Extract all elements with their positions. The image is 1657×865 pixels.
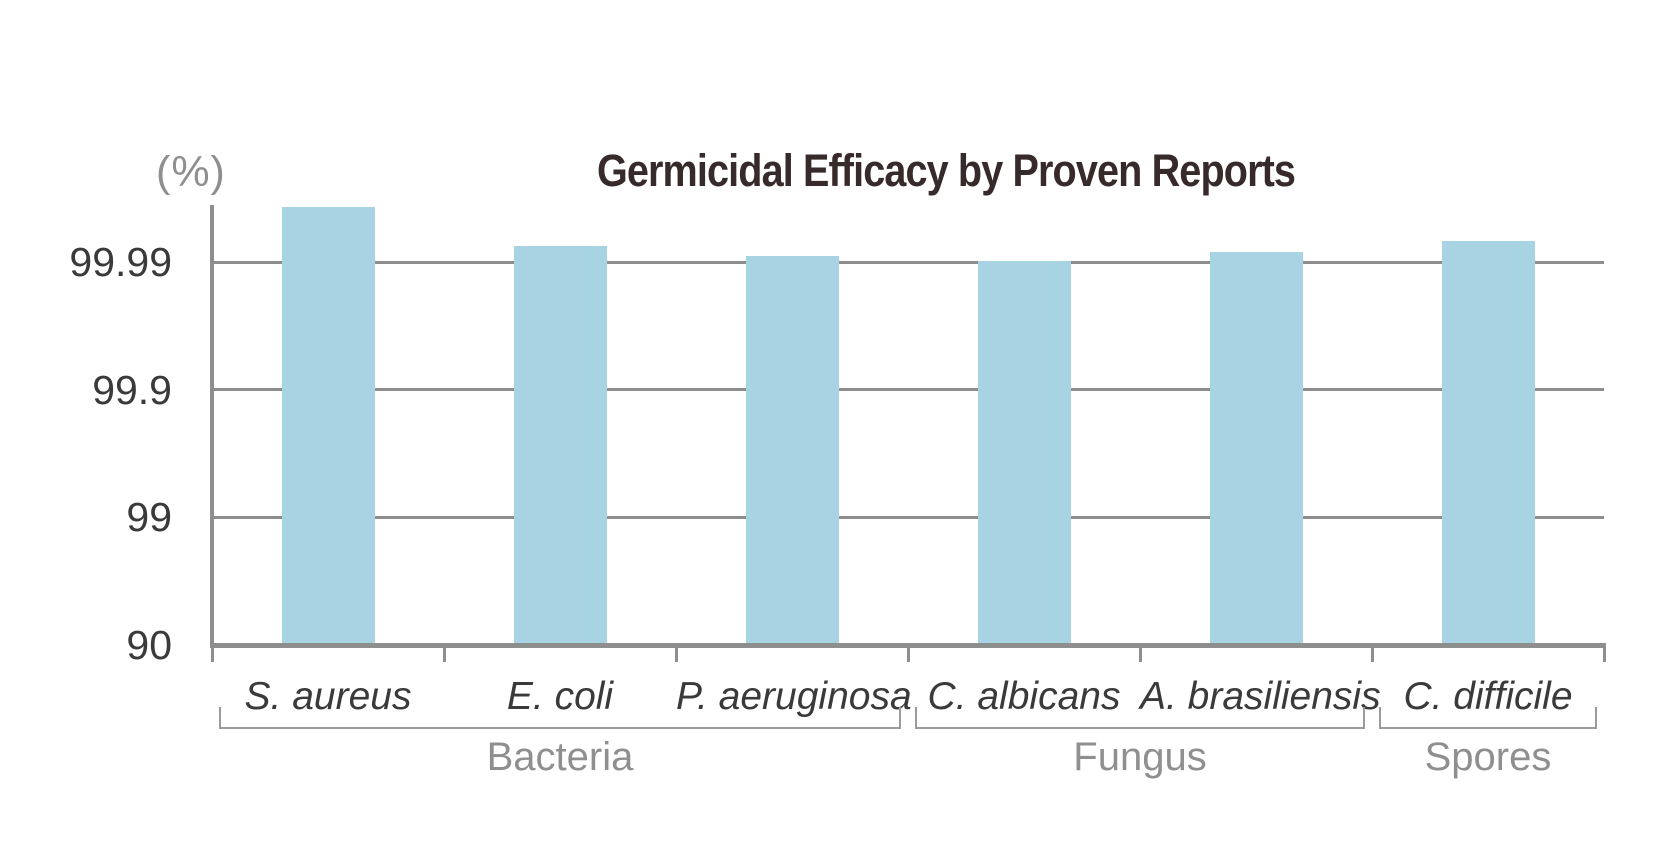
category-label-a-brasiliensis: A. brasiliensis xyxy=(1140,675,1381,718)
bar-e-coli xyxy=(513,246,607,646)
group-bracket-end-right-spores xyxy=(1595,707,1597,729)
bar-c-albicans xyxy=(977,261,1071,646)
group-label-bacteria: Bacteria xyxy=(486,735,634,779)
group-bracket-fungus xyxy=(915,727,1365,729)
y-axis-line xyxy=(210,205,214,648)
x-axis-boundary-tick-6 xyxy=(1602,645,1606,662)
group-bracket-end-left-bacteria xyxy=(219,707,221,729)
category-label-c-albicans: C. albicans xyxy=(927,675,1121,718)
group-label-fungus: Fungus xyxy=(1073,735,1207,779)
group-bracket-end-right-bacteria xyxy=(899,707,901,729)
category-label-p-aeruginosa: P. aeruginosa xyxy=(676,675,912,718)
y-tick-label-99: 99 xyxy=(126,494,172,541)
x-axis-boundary-tick-0 xyxy=(210,645,214,662)
y-axis-unit-label: (%) xyxy=(156,148,226,196)
group-bracket-bacteria xyxy=(219,727,901,729)
bar-s-aureus xyxy=(281,206,375,646)
group-bracket-end-right-fungus xyxy=(1363,707,1365,729)
y-gridline-99 xyxy=(212,515,1604,519)
category-label-c-difficile: C. difficile xyxy=(1403,675,1573,718)
chart-title: Germicidal Efficacy by Proven Reports xyxy=(549,145,1342,197)
group-label-spores: Spores xyxy=(1424,735,1552,779)
group-bracket-end-left-spores xyxy=(1379,707,1381,729)
bar-c-difficile xyxy=(1441,241,1535,646)
y-tick-label-90: 90 xyxy=(126,622,172,668)
x-axis-boundary-tick-5 xyxy=(1370,645,1374,662)
bar-p-aeruginosa xyxy=(745,255,839,646)
y-gridline-99-99 xyxy=(212,260,1604,264)
y-gridline-99-9 xyxy=(212,388,1604,392)
chart-title-text: Germicidal Efficacy by Proven Reports xyxy=(596,145,1296,196)
x-axis-boundary-tick-4 xyxy=(1138,645,1142,662)
y-tick-label-99-99: 99.99 xyxy=(69,239,172,285)
group-bracket-spores xyxy=(1379,727,1597,729)
x-axis-boundary-tick-3 xyxy=(906,645,910,662)
group-bracket-end-left-fungus xyxy=(915,707,917,729)
bar-a-brasiliensis xyxy=(1209,252,1303,646)
category-label-e-coli: E. coli xyxy=(506,675,614,718)
x-axis-boundary-tick-2 xyxy=(674,645,678,662)
y-tick-label-99-9: 99.9 xyxy=(92,366,172,413)
category-label-s-aureus: S. aureus xyxy=(244,675,412,718)
x-axis-boundary-tick-1 xyxy=(442,645,446,662)
